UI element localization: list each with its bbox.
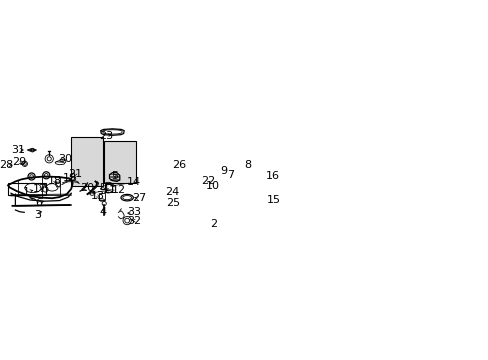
Bar: [101, 183, 105, 189]
Bar: [246, 177, 254, 183]
Text: 27: 27: [132, 193, 146, 203]
Text: 2: 2: [209, 219, 217, 229]
Bar: [71, 137, 102, 186]
Text: 21: 21: [68, 168, 82, 179]
Text: 23: 23: [99, 131, 113, 141]
Bar: [274, 176, 284, 189]
Text: 18: 18: [48, 176, 62, 186]
Text: 14: 14: [126, 177, 141, 187]
Bar: [8, 183, 46, 195]
Bar: [164, 190, 168, 193]
Text: 17: 17: [32, 184, 46, 194]
Text: 8: 8: [244, 160, 251, 170]
Text: 20: 20: [80, 183, 94, 193]
Bar: [249, 164, 258, 170]
Text: 26: 26: [171, 160, 185, 170]
Text: 32: 32: [127, 216, 141, 226]
Bar: [239, 194, 247, 200]
Text: 16: 16: [265, 171, 279, 181]
Text: 3: 3: [34, 210, 41, 220]
Text: 9: 9: [220, 166, 227, 176]
Text: 22: 22: [201, 176, 215, 186]
Text: 10: 10: [205, 181, 219, 192]
Bar: [105, 184, 111, 192]
Text: 19: 19: [62, 173, 77, 183]
Bar: [164, 162, 169, 170]
Text: 12: 12: [112, 185, 126, 195]
Text: 11: 11: [102, 185, 116, 195]
Text: 29: 29: [12, 157, 26, 167]
Text: 31: 31: [11, 145, 25, 155]
Bar: [156, 181, 165, 198]
Text: 15: 15: [266, 195, 280, 205]
Text: 4: 4: [99, 207, 106, 217]
Text: 30: 30: [58, 154, 72, 164]
Bar: [103, 141, 136, 183]
Text: 33: 33: [127, 207, 141, 217]
Text: 7: 7: [226, 170, 234, 180]
Bar: [156, 200, 162, 207]
Text: 28: 28: [0, 160, 13, 170]
Text: 1: 1: [23, 187, 30, 197]
Text: 13: 13: [91, 191, 104, 201]
Text: 24: 24: [165, 187, 180, 197]
Text: 25: 25: [165, 198, 180, 208]
Bar: [99, 193, 104, 200]
Text: 6: 6: [35, 198, 42, 208]
Text: 5: 5: [111, 171, 118, 181]
